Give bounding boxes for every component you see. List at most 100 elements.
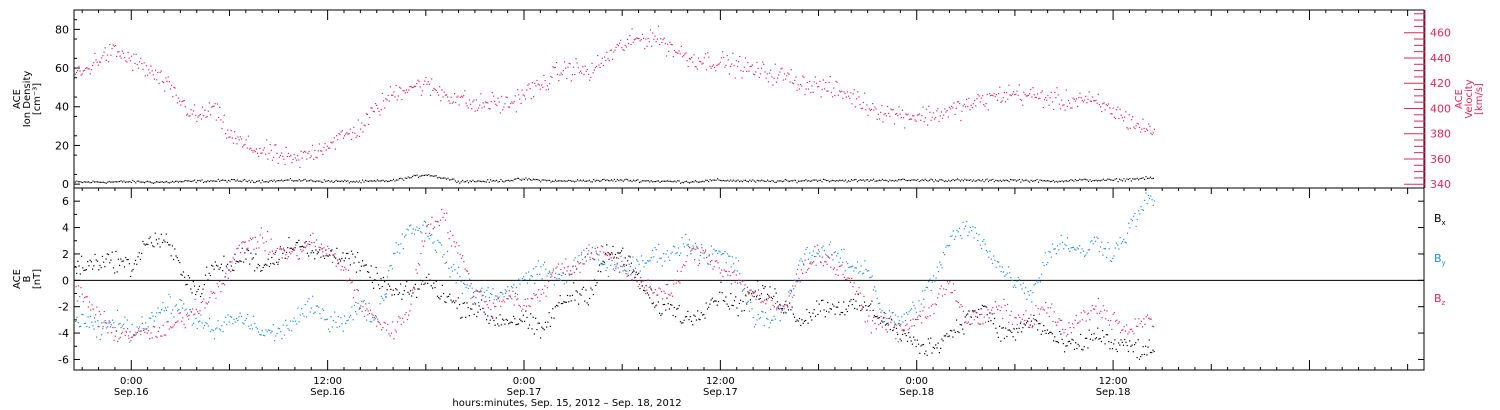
bz-point bbox=[794, 285, 796, 287]
by-point bbox=[800, 258, 802, 260]
bx-point bbox=[268, 265, 270, 268]
density-point bbox=[93, 181, 96, 183]
bx-point bbox=[184, 276, 186, 278]
by-point bbox=[480, 289, 482, 291]
by-point bbox=[1126, 232, 1129, 234]
bz-point bbox=[82, 301, 85, 303]
bz-point bbox=[460, 257, 463, 259]
velocity-point bbox=[1118, 117, 1120, 120]
bx-point bbox=[154, 232, 156, 234]
density-point bbox=[802, 180, 804, 182]
by-point bbox=[513, 284, 515, 286]
velocity-point bbox=[270, 149, 272, 152]
by-point bbox=[656, 261, 659, 263]
bz-point bbox=[604, 254, 606, 256]
by-point bbox=[968, 231, 970, 233]
bz-point bbox=[1054, 321, 1057, 323]
velocity-point bbox=[452, 101, 455, 103]
by-point bbox=[827, 255, 829, 257]
by-point bbox=[771, 319, 773, 321]
density-point bbox=[808, 180, 810, 182]
velocity-point bbox=[302, 151, 304, 153]
density-point bbox=[357, 181, 359, 183]
bz-point bbox=[587, 253, 589, 255]
velocity-point bbox=[309, 156, 311, 159]
bz-point bbox=[262, 237, 264, 239]
bz-point bbox=[670, 292, 672, 294]
bz-point bbox=[520, 310, 523, 312]
velocity-point bbox=[647, 37, 649, 40]
by-point bbox=[529, 278, 531, 280]
bz-point bbox=[279, 248, 281, 250]
bx-point bbox=[87, 260, 89, 263]
bz-point bbox=[676, 270, 679, 272]
bz-point bbox=[271, 250, 274, 252]
velocity-point bbox=[105, 59, 107, 61]
density-point bbox=[500, 178, 502, 181]
bz-point bbox=[643, 287, 645, 289]
by-point bbox=[767, 318, 769, 320]
bz-point bbox=[644, 292, 647, 295]
by-point bbox=[86, 325, 88, 328]
velocity-point bbox=[333, 137, 335, 139]
bz-point bbox=[390, 332, 393, 334]
density-point bbox=[398, 178, 400, 180]
density-axis-label: ACEIon Density[cm⁻³] bbox=[12, 71, 43, 128]
velocity-point bbox=[382, 100, 385, 102]
density-point bbox=[943, 180, 945, 183]
bz-point bbox=[1122, 329, 1124, 331]
velocity-point bbox=[1121, 117, 1123, 119]
by-point bbox=[609, 258, 611, 260]
density-point bbox=[163, 181, 165, 184]
bz-point bbox=[894, 325, 896, 327]
bz-point bbox=[763, 299, 766, 301]
bx-point bbox=[834, 313, 836, 315]
bx-point bbox=[819, 310, 821, 312]
bx-point bbox=[643, 289, 645, 291]
bz-point bbox=[1099, 312, 1101, 314]
density-point bbox=[285, 179, 287, 181]
velocity-point bbox=[303, 150, 306, 153]
bz-point bbox=[311, 242, 313, 244]
bx-point bbox=[657, 301, 659, 303]
bx-point bbox=[649, 297, 651, 299]
x-tick-date-label: Sep.16 bbox=[114, 387, 149, 398]
velocity-point bbox=[185, 114, 188, 116]
density-point bbox=[295, 180, 297, 182]
bx-point bbox=[293, 249, 295, 251]
bz-point bbox=[748, 293, 750, 295]
velocity-point bbox=[128, 57, 130, 59]
velocity-point bbox=[436, 91, 438, 93]
by-point bbox=[925, 286, 927, 288]
bx-point bbox=[1143, 353, 1145, 355]
bz-point bbox=[654, 288, 656, 291]
bz-point bbox=[1102, 305, 1104, 307]
by-point bbox=[870, 276, 872, 278]
by-point bbox=[710, 245, 713, 247]
bz-point bbox=[706, 256, 708, 259]
by-point bbox=[459, 276, 461, 278]
density-point bbox=[683, 182, 685, 184]
by-point bbox=[77, 321, 79, 324]
by-point bbox=[638, 263, 640, 265]
by-point bbox=[717, 252, 719, 254]
by-point bbox=[758, 318, 760, 320]
by-point bbox=[83, 322, 85, 325]
bz-point bbox=[890, 321, 892, 323]
bx-point bbox=[157, 243, 159, 245]
by-point bbox=[242, 322, 244, 324]
bz-point bbox=[327, 245, 329, 247]
bx-point bbox=[655, 305, 657, 307]
velocity-point bbox=[189, 115, 191, 117]
density-point bbox=[1012, 179, 1015, 181]
bx-point bbox=[1109, 348, 1111, 350]
velocity-point bbox=[878, 118, 881, 120]
bz-point bbox=[578, 263, 580, 265]
velocity-point bbox=[243, 144, 245, 146]
bz-point bbox=[362, 301, 364, 303]
bx-point bbox=[1141, 354, 1143, 356]
by-point bbox=[456, 272, 459, 274]
by-point bbox=[177, 310, 179, 312]
velocity-point bbox=[1049, 97, 1051, 99]
bx-point bbox=[211, 264, 213, 267]
